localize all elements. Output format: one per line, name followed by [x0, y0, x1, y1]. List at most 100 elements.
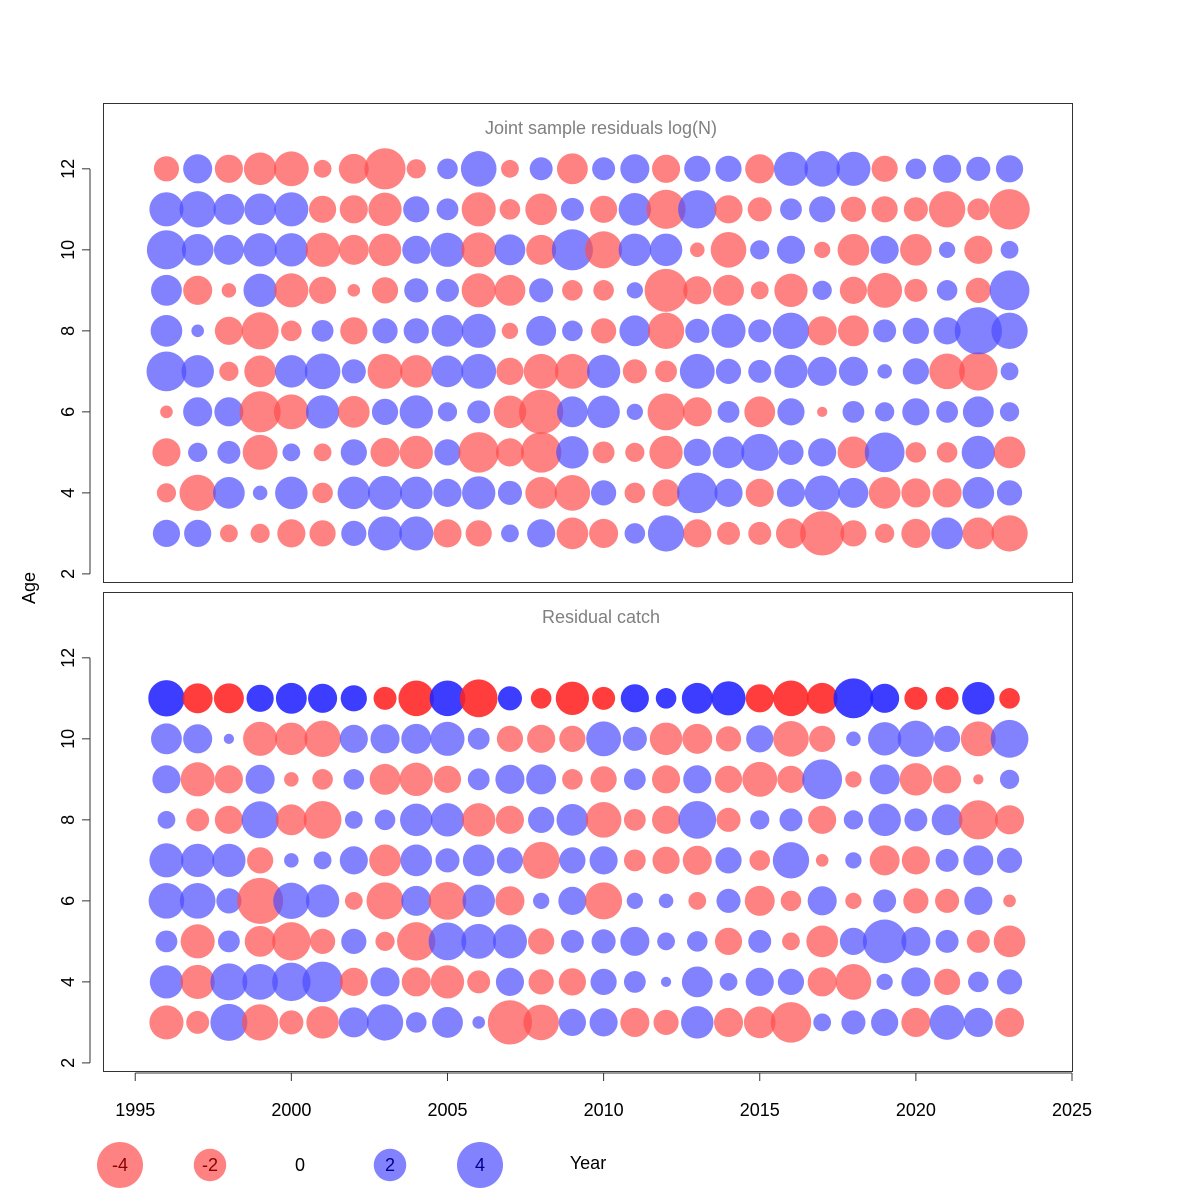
- bubble-age10-2016: [773, 721, 809, 757]
- x-tick-label: 2005: [427, 1100, 467, 1120]
- legend-label: 0: [295, 1155, 305, 1175]
- bubble-age6-2023: [1003, 894, 1016, 908]
- bubble-age11-2008: [525, 193, 558, 226]
- bubble-age8-1998: [214, 805, 243, 834]
- bubble-age5-2019: [862, 919, 907, 964]
- bubble-age4-1998: [213, 477, 245, 509]
- bubble-age11-2008: [530, 688, 552, 709]
- bubble-age8-2021: [933, 317, 961, 345]
- bubble-age8-2023: [991, 312, 1028, 350]
- bubble-age5-2015: [748, 929, 772, 953]
- y-tick-label: 12: [58, 648, 78, 668]
- bubble-age8-2009: [562, 320, 583, 342]
- bubble-age6-2012: [658, 893, 674, 909]
- bubble-age7-2008: [523, 353, 559, 389]
- bubble-age11-2016: [773, 680, 809, 717]
- bubble-age4-2015: [745, 478, 774, 507]
- bubble-age6-2000: [273, 882, 310, 920]
- bubble-age3-2019: [871, 1008, 899, 1036]
- x-tick-label: 2025: [1052, 1100, 1092, 1120]
- bubble-age3-2012: [653, 1009, 679, 1035]
- bubble-age8-2009: [556, 804, 589, 836]
- bubble-age6-2013: [688, 891, 707, 910]
- bubble-age8-2013: [685, 318, 710, 343]
- bubble-age9-2006: [467, 768, 490, 791]
- bubble-age11-2020: [903, 197, 928, 222]
- bubble-age9-2005: [435, 278, 459, 302]
- bubble-age8-2023: [995, 805, 1025, 835]
- bubble-age7-2002: [339, 846, 368, 875]
- bubble-age3-1998: [219, 524, 238, 543]
- bubble-age9-2021: [936, 280, 958, 301]
- bubble-age4-2016: [777, 968, 805, 995]
- bubble-age8-2000: [275, 804, 307, 836]
- bubble-age10-2014: [715, 726, 742, 752]
- bubble-age12-2017: [804, 150, 841, 187]
- bubble-age9-2000: [274, 273, 309, 308]
- x-tick-label: 2000: [271, 1100, 311, 1120]
- bubble-age3-2023: [995, 1007, 1025, 1037]
- bubble-age9-2013: [683, 765, 712, 794]
- bubble-age6-2006: [462, 884, 495, 918]
- bubbles-top-panel: [146, 148, 1030, 556]
- bubble-age5-2014: [712, 436, 745, 469]
- bubble-age3-2017: [800, 511, 845, 556]
- bubble-age3-2020: [901, 518, 931, 548]
- bubble-age5-2001: [313, 443, 332, 462]
- bubble-age12-2020: [905, 158, 927, 180]
- bubble-age7-2012: [652, 846, 680, 874]
- bubbles-bottom-panel: [148, 678, 1029, 1045]
- y-axis-title: Age: [19, 572, 39, 604]
- bubble-age10-2014: [710, 232, 747, 268]
- bubble-age3-2007: [501, 524, 519, 543]
- bubble-age4-2009: [558, 968, 586, 996]
- bubble-age7-2023: [1000, 362, 1019, 381]
- bubble-age7-2015: [748, 359, 772, 383]
- bubble-age8-2010: [585, 802, 622, 838]
- x-tick-label: 2015: [740, 1100, 780, 1120]
- bubble-age7-2019: [877, 364, 892, 379]
- bubble-age9-1998: [214, 765, 243, 794]
- bubble-age7-2016: [772, 842, 810, 879]
- bubble-age11-2014: [714, 195, 743, 224]
- bubble-age10-2003: [370, 724, 400, 754]
- bubble-age4-2000: [275, 476, 308, 510]
- bubble-age5-2004: [399, 435, 433, 470]
- bubble-age8-2014: [711, 313, 746, 348]
- bubble-age5-2015: [741, 433, 779, 471]
- bubble-age9-2003: [369, 763, 401, 795]
- y-tick-label: 4: [58, 488, 78, 498]
- bubble-age10-2004: [401, 723, 432, 754]
- bubble-age4-2006: [462, 476, 496, 510]
- bubble-age10-2015: [746, 725, 774, 753]
- bubble-age11-2021: [928, 191, 966, 228]
- bubble-age6-2020: [902, 398, 930, 426]
- bubble-age8-1997: [191, 324, 204, 338]
- bubble-age8-2012: [651, 805, 681, 834]
- bubble-age6-2018: [845, 892, 862, 909]
- bubble-age3-2007: [487, 1000, 533, 1045]
- bubble-age6-2018: [842, 400, 865, 423]
- bubble-age6-2001: [305, 884, 340, 918]
- bubble-age11-1999: [244, 193, 276, 226]
- bubble-age4-2002: [339, 967, 368, 996]
- bubble-age4-2004: [401, 967, 431, 997]
- bubble-age8-2014: [716, 807, 741, 832]
- bubble-age3-2022: [962, 517, 995, 550]
- bubble-age8-2011: [623, 808, 646, 831]
- bubble-age6-2003: [366, 882, 404, 920]
- bubble-age8-1996: [157, 810, 176, 829]
- bubble-age3-2000: [279, 1010, 304, 1035]
- bubble-age4-2014: [719, 972, 738, 991]
- bubble-age6-2009: [558, 886, 587, 915]
- bubble-age4-2020: [901, 478, 931, 508]
- bubble-age8-2017: [808, 805, 837, 834]
- y-tick-label: 10: [58, 240, 78, 260]
- bubble-age9-2022: [973, 774, 984, 785]
- bubble-age11-2011: [620, 684, 649, 713]
- bubble-age4-2001: [302, 961, 343, 1003]
- bubble-age3-2001: [309, 520, 336, 547]
- bubble-age5-2017: [808, 438, 837, 467]
- bubble-age3-2003: [367, 516, 403, 551]
- bubble-age10-2020: [897, 720, 935, 758]
